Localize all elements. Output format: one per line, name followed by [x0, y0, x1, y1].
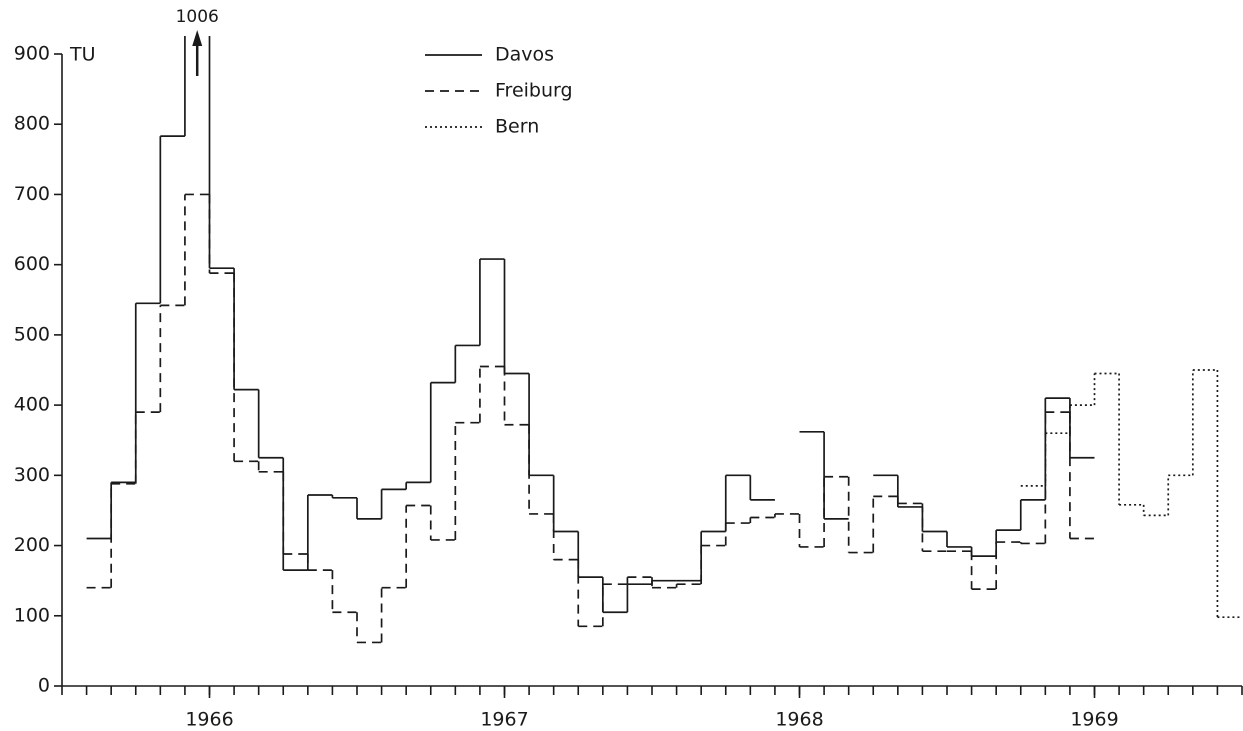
legend-label: Bern	[495, 116, 539, 138]
y-axis-label: TU	[69, 44, 96, 66]
y-tick-label: 600	[14, 253, 50, 275]
y-tick-label: 900	[14, 43, 50, 65]
y-tick-label: 500	[14, 323, 50, 345]
y-tick-label: 100	[14, 604, 50, 626]
legend-label: Freiburg	[495, 80, 573, 102]
x-tick-label: 1969	[1070, 709, 1118, 731]
x-tick-label: 1966	[185, 709, 233, 731]
peak-label: 1006	[176, 7, 219, 27]
y-tick-label: 200	[14, 534, 50, 556]
x-tick-label: 1967	[480, 709, 528, 731]
legend-label: Davos	[495, 44, 554, 66]
arrow-head	[192, 30, 203, 46]
x-tick-label: 1968	[775, 709, 823, 731]
y-tick-label: 0	[38, 675, 50, 697]
y-tick-label: 700	[14, 183, 50, 205]
y-tick-label: 800	[14, 113, 50, 135]
y-tick-label: 300	[14, 464, 50, 486]
plot-area	[86, 36, 1242, 644]
y-tick-label: 400	[14, 394, 50, 416]
